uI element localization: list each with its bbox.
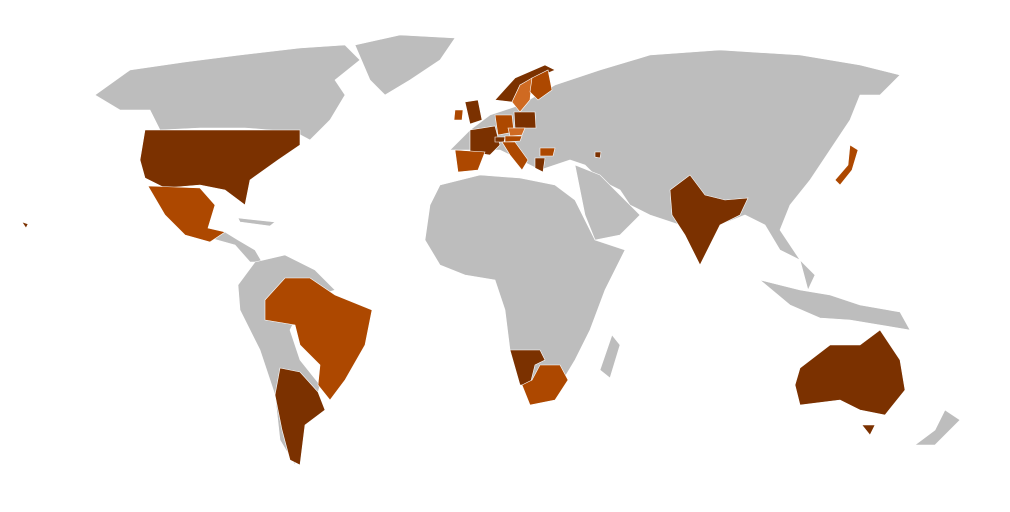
country-argentina[interactable] [274, 367, 326, 466]
country-poland[interactable] [513, 111, 537, 129]
country-brazil[interactable] [264, 277, 373, 401]
arabia [574, 164, 641, 241]
madagascar [599, 334, 621, 379]
country-india[interactable] [669, 174, 749, 266]
country-japan[interactable] [834, 144, 859, 186]
country-south-africa[interactable] [521, 364, 569, 406]
country-greece[interactable] [534, 157, 546, 173]
country-czechia[interactable] [507, 127, 526, 137]
country-ireland[interactable] [453, 109, 464, 121]
country-austria[interactable] [504, 135, 523, 143]
base-land [94, 34, 961, 466]
country-namibia[interactable] [509, 349, 546, 386]
country-switzerland[interactable] [494, 136, 506, 143]
country-bulgaria[interactable] [539, 147, 556, 157]
country-united-states[interactable] [139, 129, 301, 206]
country-united-kingdom[interactable] [464, 99, 483, 125]
country-armenia[interactable] [594, 151, 602, 159]
central-america-caribbean [209, 217, 276, 263]
country-italy[interactable] [501, 141, 529, 171]
greenland [354, 34, 456, 96]
new-zealand [914, 409, 961, 446]
country-france[interactable] [469, 125, 501, 156]
country-australia[interactable] [794, 329, 906, 416]
country-mexico[interactable] [147, 185, 226, 243]
country-hawaii[interactable] [21, 221, 29, 229]
southeast-asia-islands [759, 258, 911, 331]
country-finland[interactable] [529, 69, 553, 101]
country-spain[interactable] [454, 149, 486, 173]
country-tasmania[interactable] [861, 424, 876, 436]
highlighted-countries [21, 64, 906, 466]
alaska-canada [94, 44, 361, 141]
eurasia [449, 49, 901, 266]
